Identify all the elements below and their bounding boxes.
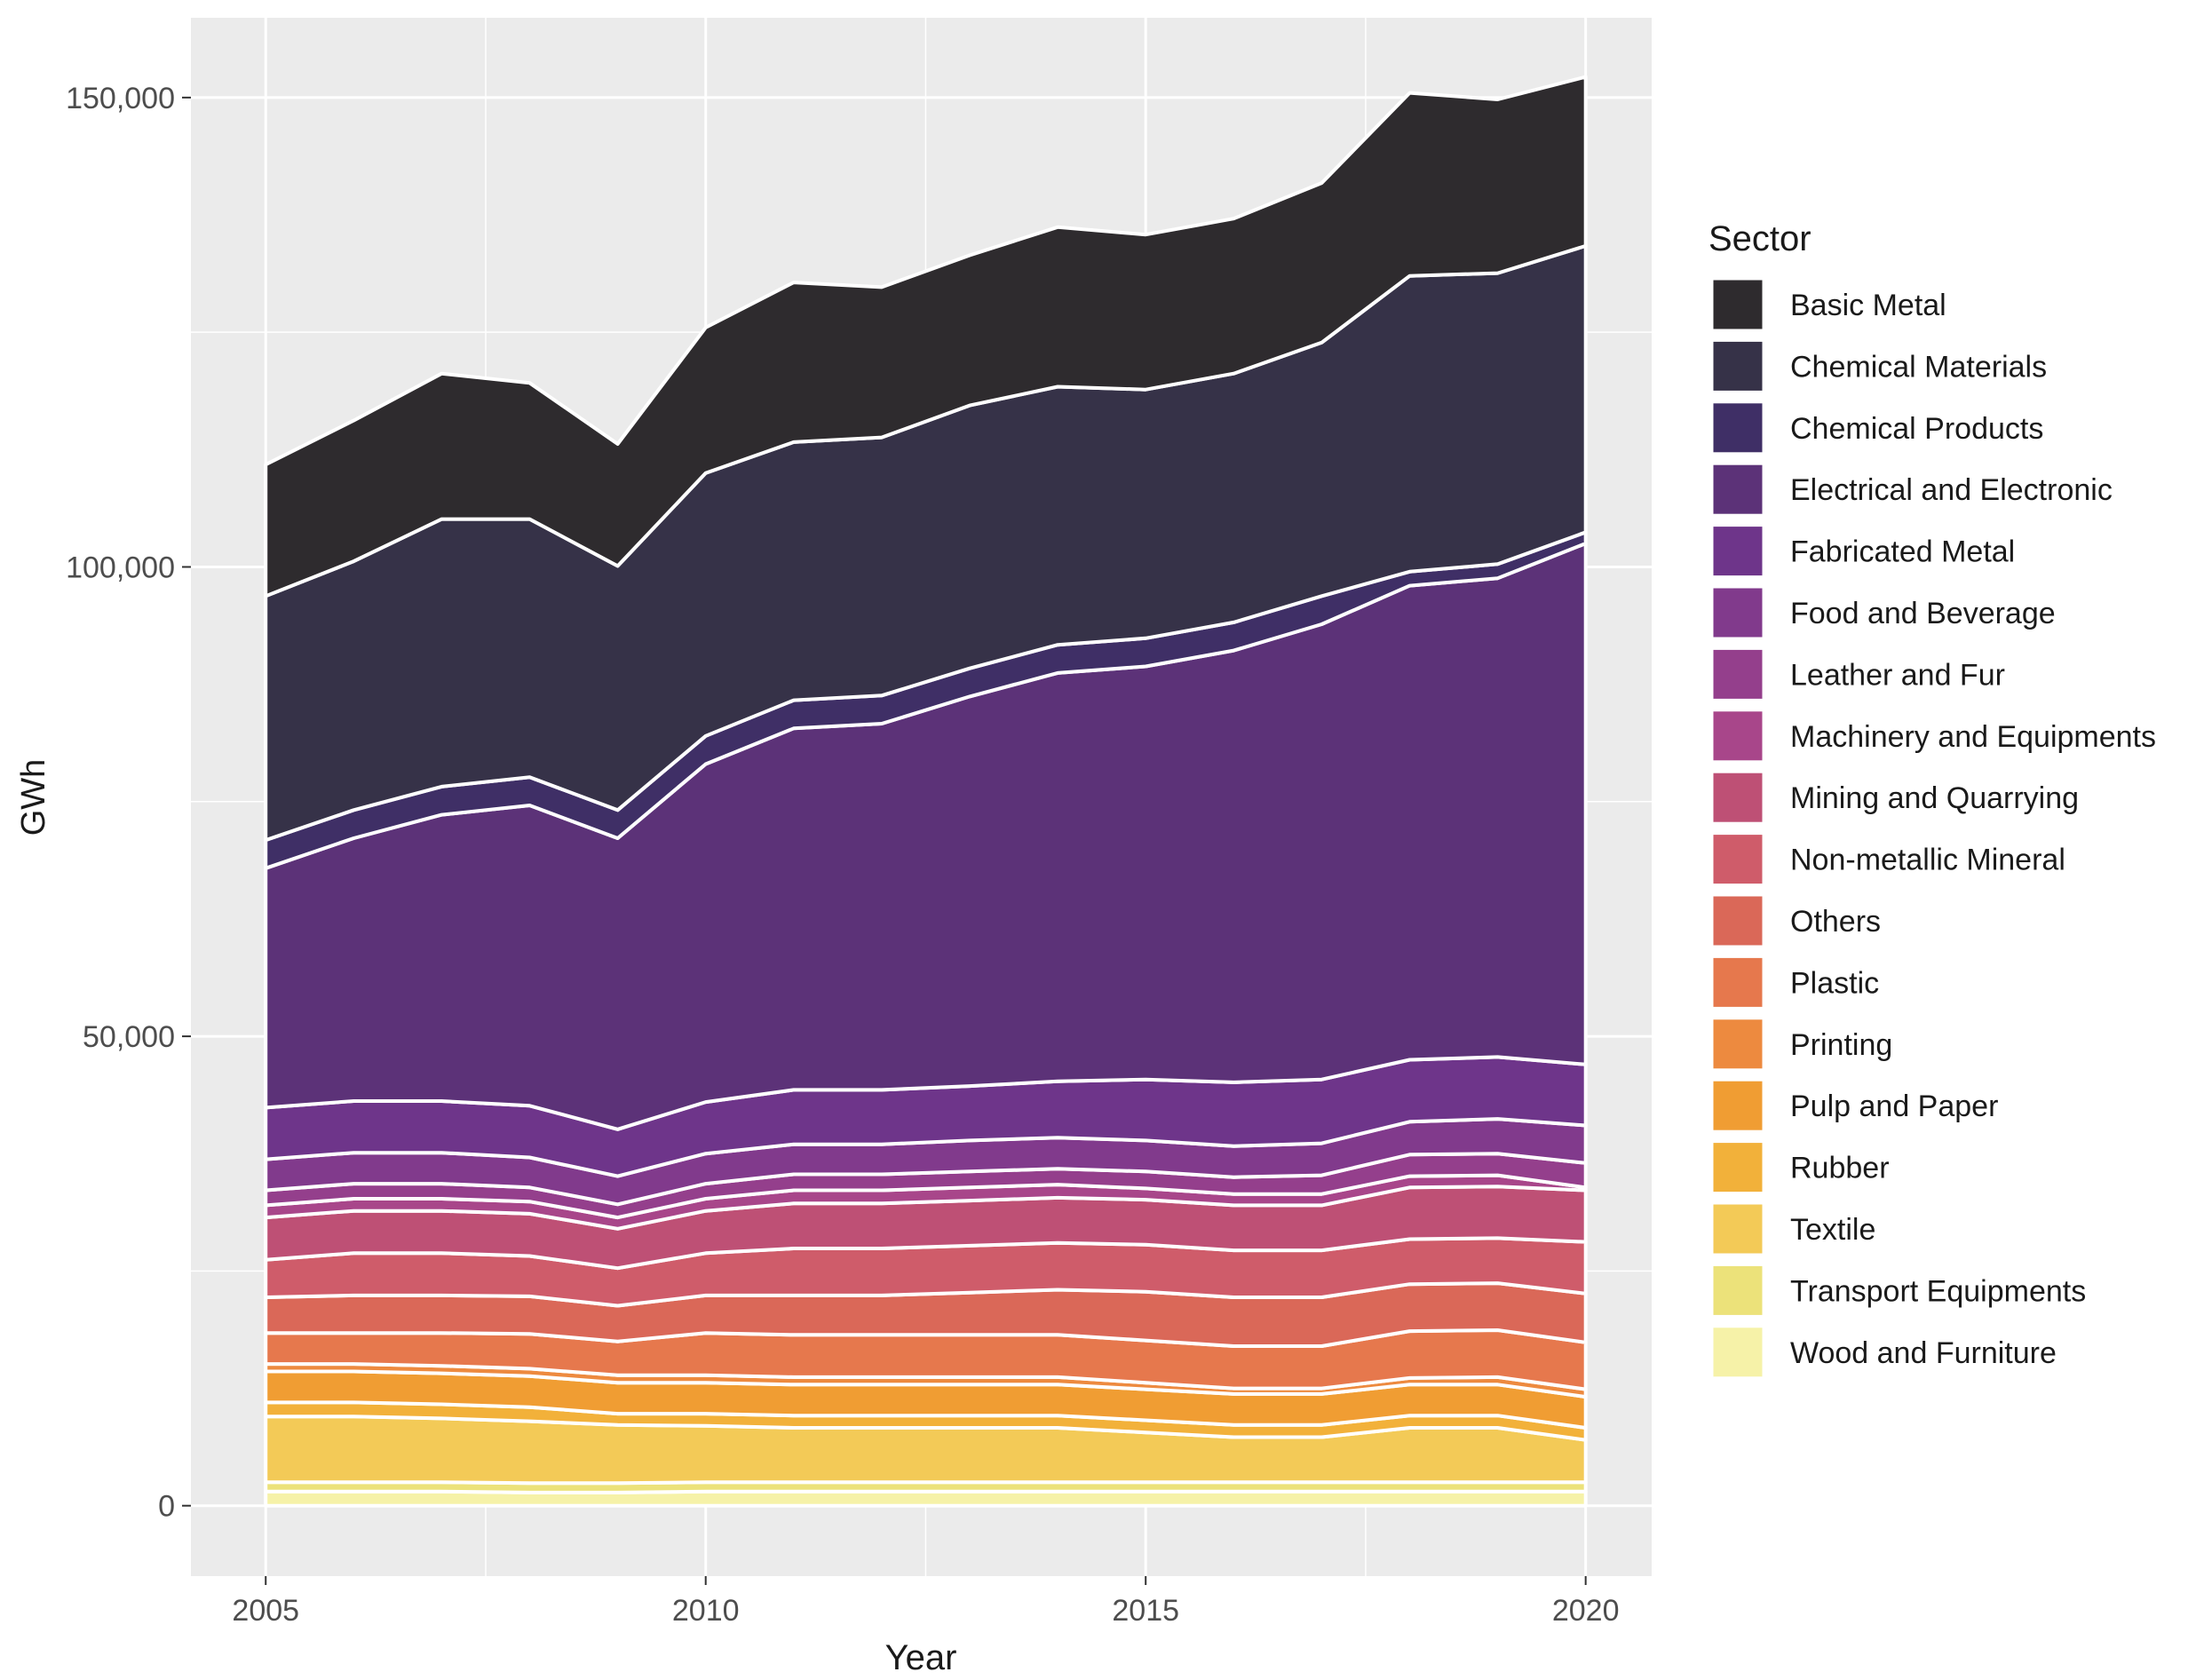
legend-label-textile: Textile — [1790, 1213, 1875, 1247]
legend-label-chemical-products: Chemical Products — [1790, 412, 2043, 446]
legend: Sector Basic Metal Chemical Materials Chem… — [1708, 219, 2156, 1380]
legend-label-non-metallic-mineral: Non-metallic Mineral — [1790, 844, 2065, 877]
legend-key-textile — [1710, 1201, 1765, 1256]
x-tick-label: 2015 — [1112, 1594, 1179, 1628]
legend-label-mining-and-quarrying: Mining and Quarrying — [1790, 781, 2079, 815]
legend-key-mining-and-quarrying — [1710, 770, 1765, 825]
x-tick-label: 2010 — [672, 1594, 740, 1628]
legend-key-others — [1710, 893, 1765, 948]
legend-key-non-metallic-mineral — [1710, 832, 1765, 887]
legend-key-chemical-materials — [1710, 338, 1765, 393]
x-axis-title: Year — [885, 1638, 957, 1677]
legend-label-plastic: Plastic — [1790, 966, 1879, 1000]
legend-key-electrical-and-electronic — [1710, 462, 1765, 517]
legend-key-fabricated-metal — [1710, 524, 1765, 579]
x-tick-label: 2020 — [1552, 1594, 1620, 1628]
y-tick-label: 100,000 — [66, 551, 175, 584]
y-tick-label: 0 — [158, 1490, 175, 1524]
legend-key-transport-equipments — [1710, 1263, 1765, 1318]
legend-label-basic-metal: Basic Metal — [1790, 289, 1946, 322]
x-tick-label: 2005 — [232, 1594, 299, 1628]
axes: 0 50,000 100,000 150,000 2005 2010 2015 2020 — [66, 82, 1619, 1628]
area-layer — [264, 75, 1588, 1508]
legend-key-wood-and-furniture — [1710, 1325, 1765, 1380]
y-tick-label: 50,000 — [83, 1020, 175, 1054]
legend-label-food-and-beverage: Food and Beverage — [1790, 597, 2056, 630]
area-basic-metal — [264, 75, 1588, 598]
legend-label-rubber: Rubber — [1790, 1152, 1890, 1185]
legend-key-machinery-and-equipments — [1710, 709, 1765, 764]
legend-key-food-and-beverage — [1710, 585, 1765, 640]
legend-label-transport-equipments: Transport Equipments — [1790, 1274, 2086, 1308]
legend-label-leather-and-fur: Leather and Fur — [1790, 658, 2005, 692]
legend-label-pulp-and-paper: Pulp and Paper — [1790, 1090, 1998, 1123]
legend-label-fabricated-metal: Fabricated Metal — [1790, 535, 2015, 569]
legend-key-basic-metal — [1710, 277, 1765, 332]
legend-label-chemical-materials: Chemical Materials — [1790, 350, 2047, 384]
y-axis-title: GWh — [15, 759, 52, 836]
legend-key-chemical-products — [1710, 400, 1765, 456]
legend-label-others: Others — [1790, 905, 1881, 939]
legend-key-printing — [1710, 1017, 1765, 1072]
legend-key-leather-and-fur — [1710, 646, 1765, 701]
legend-key-plastic — [1710, 955, 1765, 1010]
legend-key-rubber — [1710, 1140, 1765, 1195]
area-wood-and-furniture — [264, 1489, 1588, 1508]
legend-title: Sector — [1708, 219, 1812, 258]
legend-key-pulp-and-paper — [1710, 1078, 1765, 1133]
legend-label-machinery-and-equipments: Machinery and Equipments — [1790, 720, 2156, 754]
y-tick-label: 150,000 — [66, 82, 175, 115]
legend-label-printing: Printing — [1790, 1028, 1892, 1062]
legend-label-electrical-and-electronic: Electrical and Electronic — [1790, 473, 2113, 507]
legend-label-wood-and-furniture: Wood and Furniture — [1790, 1336, 2057, 1370]
